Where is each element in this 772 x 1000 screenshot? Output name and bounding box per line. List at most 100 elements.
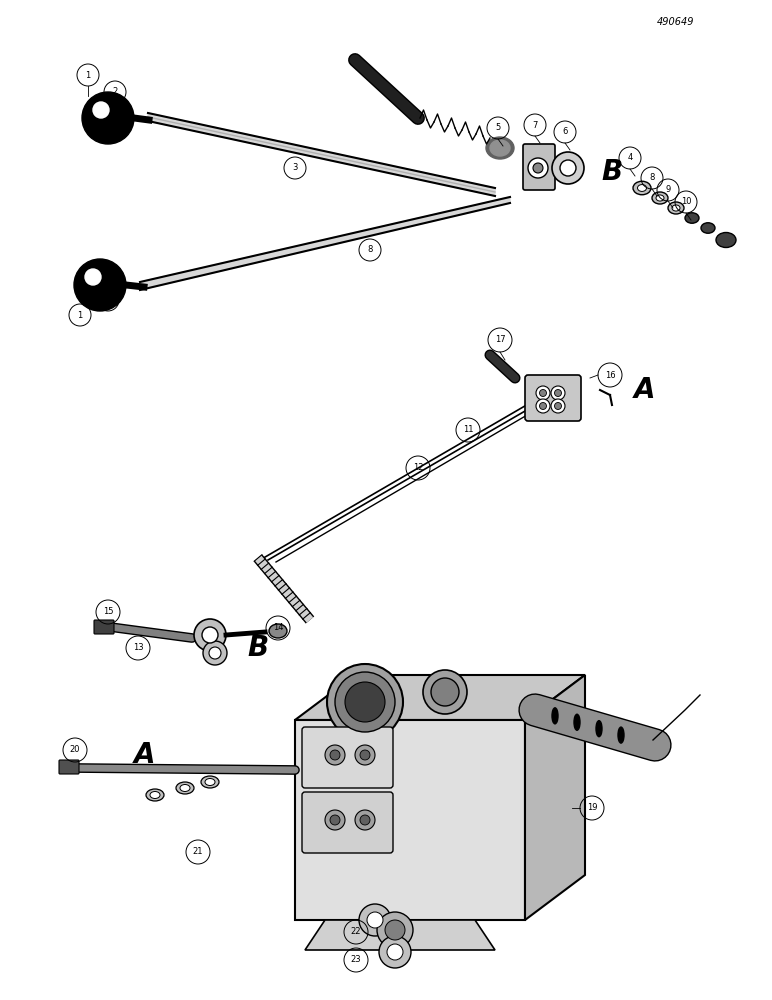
Ellipse shape bbox=[490, 140, 510, 156]
Ellipse shape bbox=[146, 789, 164, 801]
Circle shape bbox=[93, 102, 109, 118]
Circle shape bbox=[330, 815, 340, 825]
FancyBboxPatch shape bbox=[523, 144, 555, 190]
Circle shape bbox=[385, 920, 405, 940]
Circle shape bbox=[360, 815, 370, 825]
Text: 490649: 490649 bbox=[657, 17, 694, 27]
Ellipse shape bbox=[176, 782, 194, 794]
Polygon shape bbox=[295, 675, 585, 720]
Circle shape bbox=[194, 619, 226, 651]
Ellipse shape bbox=[638, 185, 646, 191]
Text: 1: 1 bbox=[86, 70, 90, 80]
Ellipse shape bbox=[685, 213, 699, 223]
Text: 11: 11 bbox=[462, 426, 473, 434]
Text: A: A bbox=[134, 741, 156, 769]
Text: 5: 5 bbox=[496, 123, 500, 132]
Ellipse shape bbox=[269, 624, 287, 638]
Circle shape bbox=[209, 647, 221, 659]
Circle shape bbox=[551, 399, 565, 413]
Ellipse shape bbox=[633, 181, 651, 195]
Polygon shape bbox=[295, 720, 525, 920]
Text: 3: 3 bbox=[293, 163, 298, 172]
Circle shape bbox=[327, 664, 403, 740]
Text: 10: 10 bbox=[681, 198, 691, 207]
Text: 16: 16 bbox=[604, 370, 615, 379]
Circle shape bbox=[325, 745, 345, 765]
Circle shape bbox=[423, 670, 467, 714]
Text: 6: 6 bbox=[562, 127, 567, 136]
Circle shape bbox=[355, 745, 375, 765]
Circle shape bbox=[360, 750, 370, 760]
Circle shape bbox=[554, 389, 561, 396]
Text: 8: 8 bbox=[649, 174, 655, 182]
Polygon shape bbox=[525, 675, 585, 920]
Polygon shape bbox=[305, 920, 495, 950]
Ellipse shape bbox=[652, 192, 668, 204]
Text: 20: 20 bbox=[69, 746, 80, 754]
Circle shape bbox=[202, 627, 218, 643]
Ellipse shape bbox=[150, 792, 160, 798]
Text: 14: 14 bbox=[273, 624, 283, 633]
Circle shape bbox=[560, 160, 576, 176]
Ellipse shape bbox=[205, 778, 215, 786]
Text: 4: 4 bbox=[628, 153, 632, 162]
Text: B: B bbox=[248, 634, 269, 662]
FancyBboxPatch shape bbox=[59, 760, 79, 774]
Circle shape bbox=[533, 163, 543, 173]
Ellipse shape bbox=[701, 223, 715, 233]
Circle shape bbox=[528, 158, 548, 178]
Circle shape bbox=[379, 936, 411, 968]
Circle shape bbox=[345, 682, 385, 722]
Circle shape bbox=[74, 259, 126, 311]
Text: 13: 13 bbox=[133, 644, 144, 652]
Circle shape bbox=[540, 402, 547, 410]
FancyBboxPatch shape bbox=[302, 727, 393, 788]
Ellipse shape bbox=[656, 195, 664, 201]
Circle shape bbox=[387, 944, 403, 960]
FancyBboxPatch shape bbox=[94, 620, 114, 634]
Circle shape bbox=[554, 402, 561, 410]
Text: 2: 2 bbox=[105, 296, 110, 304]
Text: 1: 1 bbox=[77, 310, 83, 320]
Text: 21: 21 bbox=[193, 848, 203, 856]
Text: 7: 7 bbox=[533, 120, 537, 129]
Text: 15: 15 bbox=[103, 607, 113, 616]
Text: A: A bbox=[635, 376, 655, 404]
Ellipse shape bbox=[574, 714, 580, 730]
Circle shape bbox=[540, 389, 547, 396]
Text: B: B bbox=[601, 158, 622, 186]
Text: 19: 19 bbox=[587, 804, 598, 812]
Circle shape bbox=[359, 904, 391, 936]
Ellipse shape bbox=[672, 205, 680, 211]
Ellipse shape bbox=[486, 137, 514, 159]
Ellipse shape bbox=[618, 727, 624, 743]
Text: 12: 12 bbox=[413, 464, 423, 473]
Ellipse shape bbox=[201, 776, 219, 788]
FancyBboxPatch shape bbox=[525, 375, 581, 421]
FancyBboxPatch shape bbox=[302, 792, 393, 853]
Text: 22: 22 bbox=[350, 928, 361, 936]
Circle shape bbox=[82, 92, 134, 144]
Text: 2: 2 bbox=[113, 88, 117, 97]
Circle shape bbox=[431, 678, 459, 706]
Polygon shape bbox=[148, 113, 495, 196]
Circle shape bbox=[536, 399, 550, 413]
Polygon shape bbox=[140, 197, 510, 290]
Text: 9: 9 bbox=[665, 186, 671, 194]
Ellipse shape bbox=[668, 202, 684, 214]
Circle shape bbox=[552, 152, 584, 184]
Circle shape bbox=[330, 750, 340, 760]
Text: 23: 23 bbox=[350, 956, 361, 964]
Circle shape bbox=[377, 912, 413, 948]
Circle shape bbox=[536, 386, 550, 400]
Circle shape bbox=[367, 912, 383, 928]
Circle shape bbox=[335, 672, 395, 732]
Text: 8: 8 bbox=[367, 245, 373, 254]
Text: 17: 17 bbox=[495, 336, 506, 344]
Circle shape bbox=[85, 269, 101, 285]
Ellipse shape bbox=[180, 784, 190, 792]
Ellipse shape bbox=[596, 721, 602, 737]
Ellipse shape bbox=[552, 708, 558, 724]
Circle shape bbox=[551, 386, 565, 400]
Ellipse shape bbox=[716, 232, 736, 247]
